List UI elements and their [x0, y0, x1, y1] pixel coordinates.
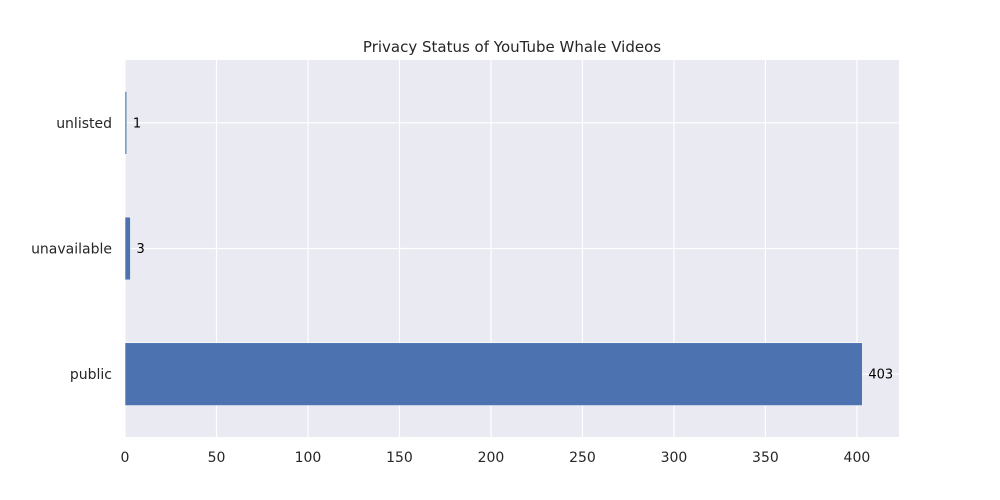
- y-tick-label-unavailable: unavailable: [31, 242, 112, 258]
- data-label-public: 403: [868, 368, 893, 383]
- x-tick-label: 250: [569, 450, 596, 466]
- bar-unlisted: [124, 91, 128, 155]
- x-tick-label: 350: [752, 450, 779, 466]
- bar-unavailable: [124, 216, 131, 281]
- chart-title: Privacy Status of YouTube Whale Videos: [363, 38, 661, 56]
- y-axis-ticks: public unavailable unlisted: [31, 116, 112, 383]
- bars: [124, 91, 863, 406]
- x-tick-label: 400: [844, 450, 871, 466]
- x-tick-label: 0: [121, 450, 130, 466]
- bar-public: [124, 342, 863, 406]
- data-label-unlisted: 1: [133, 116, 141, 131]
- data-labels: 403 3 1: [133, 116, 893, 382]
- data-label-unavailable: 3: [136, 242, 144, 257]
- x-tick-label: 150: [386, 450, 413, 466]
- y-tick-label-public: public: [70, 367, 112, 383]
- x-tick-label: 300: [661, 450, 688, 466]
- x-tick-label: 200: [478, 450, 505, 466]
- x-tick-label: 50: [208, 450, 226, 466]
- x-tick-label: 100: [295, 450, 322, 466]
- y-tick-label-unlisted: unlisted: [56, 116, 112, 132]
- x-axis-ticks: 0 50 100 150 200 250 300 350 400: [121, 450, 871, 466]
